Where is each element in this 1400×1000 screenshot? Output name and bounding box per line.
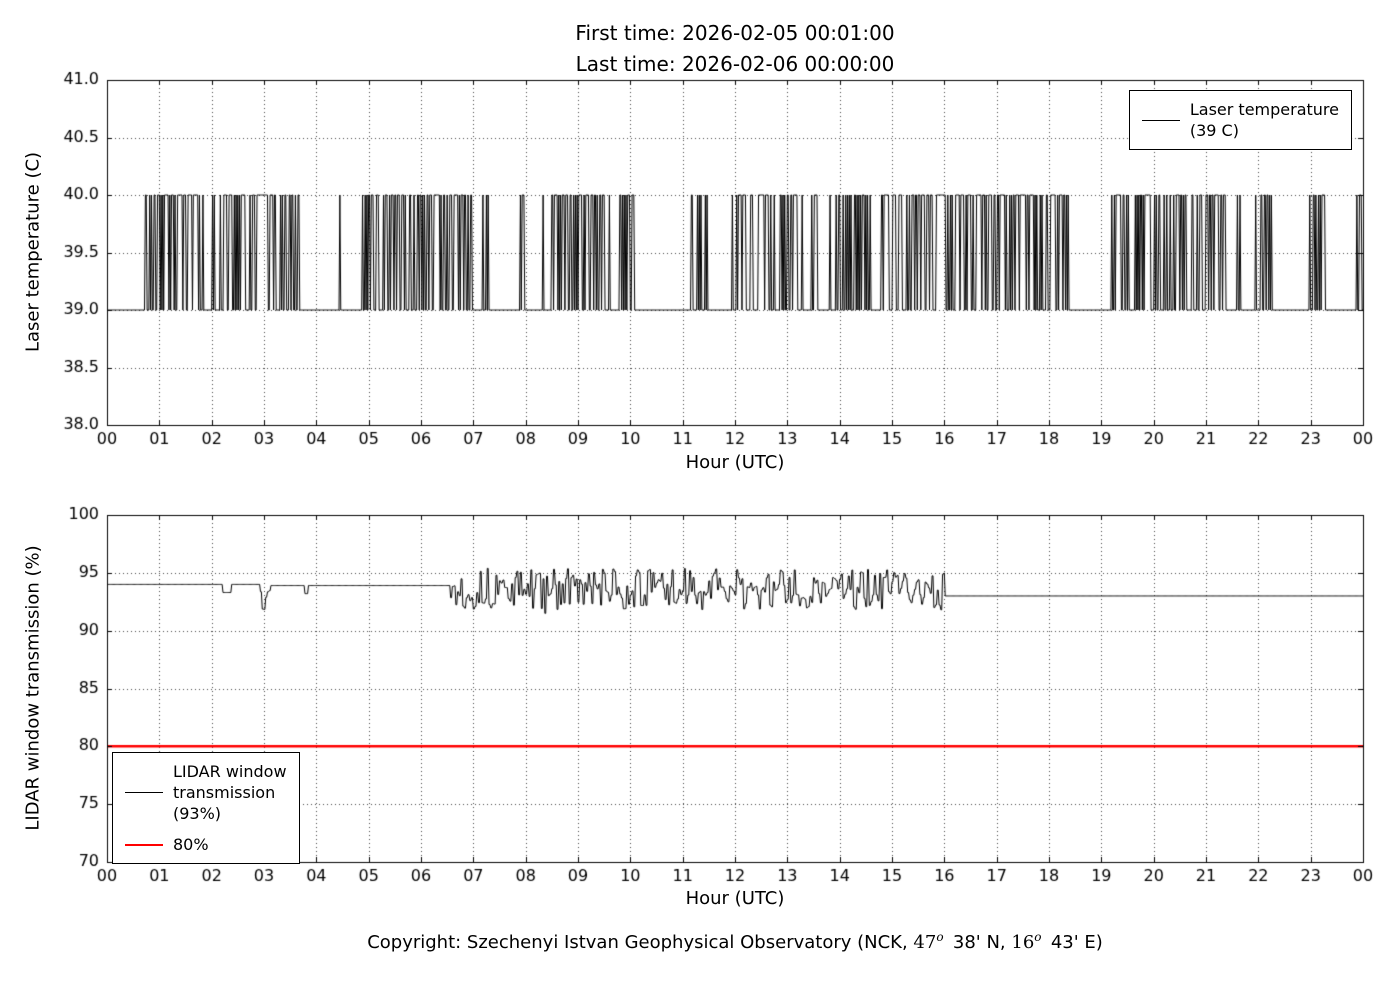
legend-label-line: (93%) (173, 804, 222, 823)
title-first-time: First time: 2026-02-05 00:01:00 (575, 21, 895, 45)
transmission-legend: LIDAR window transmission (93%) 80% (112, 752, 300, 864)
figure-title: First time: 2026-02-05 00:01:00 Last tim… (107, 18, 1363, 80)
longitude-degrees: 16 (1011, 932, 1035, 953)
footer-text: 43' E) (1041, 932, 1103, 953)
legend-entry-transmission: LIDAR window transmission (93%) (125, 761, 287, 824)
red-line-sample-icon (125, 843, 163, 846)
title-last-time: Last time: 2026-02-06 00:00:00 (575, 52, 895, 76)
latitude-degrees: 47 (913, 932, 937, 953)
degree-superscript: o (1034, 930, 1042, 944)
black-line-sample-icon (125, 792, 163, 793)
legend-label-line: Laser temperature (1189, 100, 1339, 119)
legend-entry-80-percent: 80% (125, 834, 287, 855)
laser-temp-y-axis-label: Laser temperature (C) (22, 151, 44, 353)
transmission-y-axis-label: LIDAR window transmission (%) (22, 545, 44, 831)
footer-text: Copyright: Szechenyi Istvan Geophysical … (367, 932, 914, 953)
legend-label-line: 80% (173, 835, 209, 854)
legend-entry-laser-temperature: Laser temperature (39 C) (1141, 99, 1339, 141)
degree-superscript: o (936, 930, 944, 944)
copyright-footer: Copyright: Szechenyi Istvan Geophysical … (70, 930, 1400, 953)
black-line-sample-icon (1141, 119, 1180, 121)
laser-temperature-legend: Laser temperature (39 C) (1128, 90, 1352, 150)
legend-label-line: LIDAR window (173, 762, 287, 781)
legend-label-line: transmission (173, 783, 276, 802)
legend-label-line: (39 C) (1189, 121, 1239, 140)
footer-text: 38' N, (943, 932, 1012, 953)
transmission-x-axis-label: Hour (UTC) (685, 888, 785, 909)
laser-temp-x-axis-label: Hour (UTC) (685, 452, 785, 473)
